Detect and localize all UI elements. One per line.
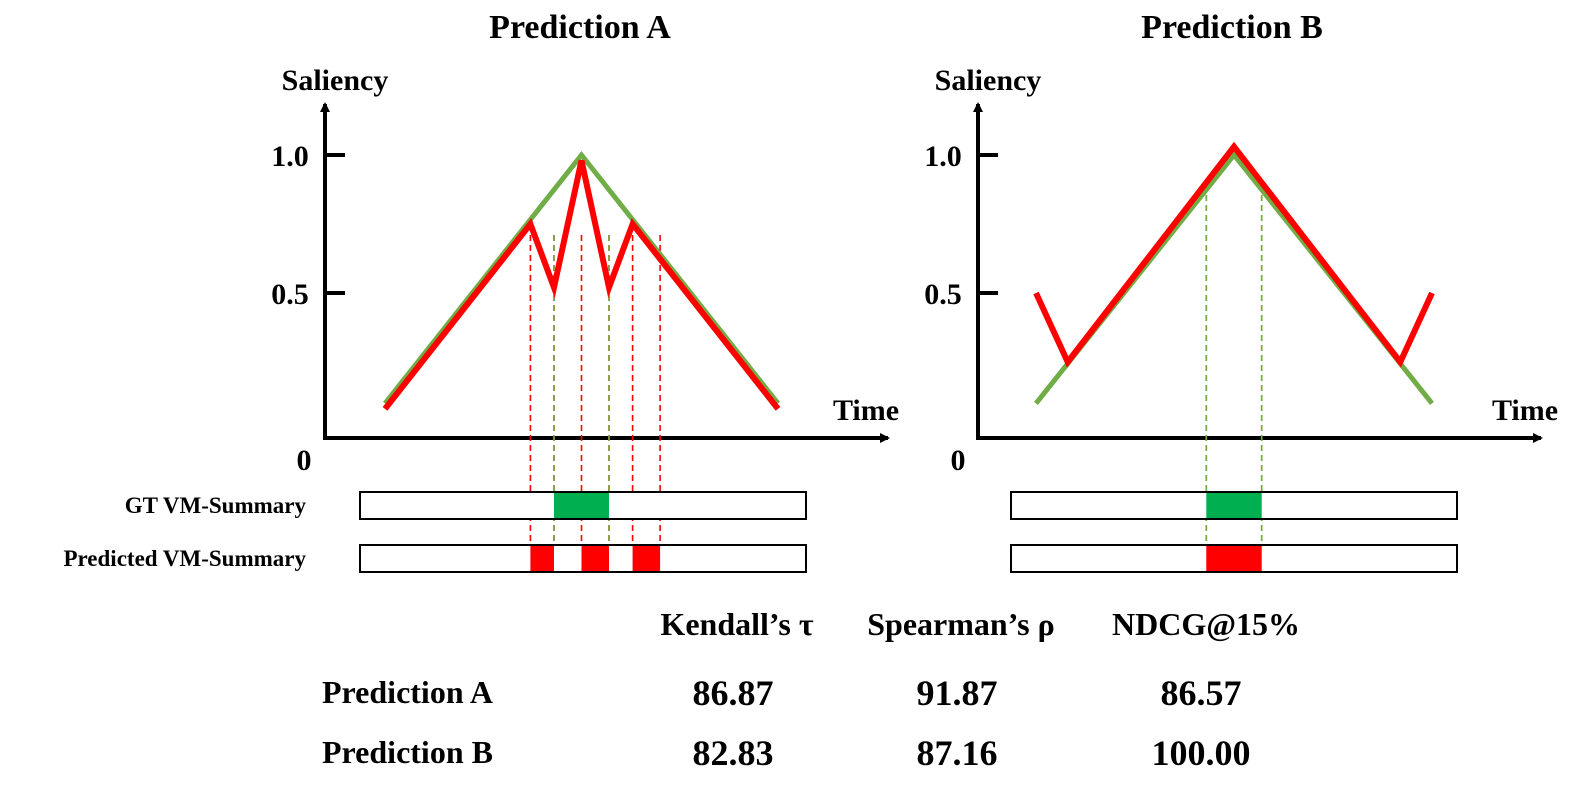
y-tick-label-1: 1.0 [924, 140, 962, 173]
gt-saliency-curve [1034, 150, 1434, 405]
value-a-kendall: 86.87 [693, 673, 774, 713]
value-b-kendall: 82.83 [693, 733, 774, 773]
origin-label: 0 [951, 444, 966, 477]
predicted-summary-label: Predicted VM-Summary [63, 546, 306, 571]
gt-summary-label: GT VM-Summary [125, 493, 307, 518]
value-a-spearman: 91.87 [917, 673, 998, 713]
metrics-table: Kendall’s τ Spearman’s ρ NDCG@15% Predic… [322, 606, 1300, 773]
gt-saliency-curve [383, 150, 780, 405]
value-b-ndcg: 100.00 [1152, 733, 1251, 773]
header-kendall: Kendall’s τ [660, 606, 813, 642]
gt-summary-segment [1206, 493, 1262, 518]
y-axis-label: Saliency [935, 64, 1042, 97]
value-a-ndcg: 86.57 [1161, 673, 1242, 713]
panel-prediction-b: Prediction B Saliency Time 0 1.0 0.5 [924, 9, 1558, 573]
panel-title: Prediction B [1141, 9, 1323, 46]
panel-prediction-a: Prediction A Saliency Time 0 1.0 0.5 GT … [63, 9, 899, 573]
row-label-prediction-a: Prediction A [322, 674, 493, 710]
predicted-summary-segment [1206, 546, 1262, 571]
x-axis-label: Time [1492, 394, 1558, 427]
predicted-summary-segment [632, 546, 661, 571]
y-tick-label-05: 0.5 [924, 278, 962, 311]
gt-summary-segment [553, 493, 610, 518]
y-tick-label-1: 1.0 [271, 140, 309, 173]
predicted-saliency-curve [1033, 141, 1435, 368]
value-b-spearman: 87.16 [917, 733, 998, 773]
panel-title: Prediction A [489, 9, 671, 46]
header-ndcg: NDCG@15% [1112, 606, 1300, 642]
y-axis-label: Saliency [282, 64, 389, 97]
header-spearman: Spearman’s ρ [867, 606, 1055, 642]
row-label-prediction-b: Prediction B [322, 734, 493, 770]
predicted-saliency-curve [382, 159, 781, 411]
origin-label: 0 [297, 444, 312, 477]
x-axis-label: Time [833, 394, 899, 427]
predicted-summary-segment [581, 546, 610, 571]
predicted-summary-segment [530, 546, 554, 571]
y-tick-label-05: 0.5 [271, 278, 309, 311]
